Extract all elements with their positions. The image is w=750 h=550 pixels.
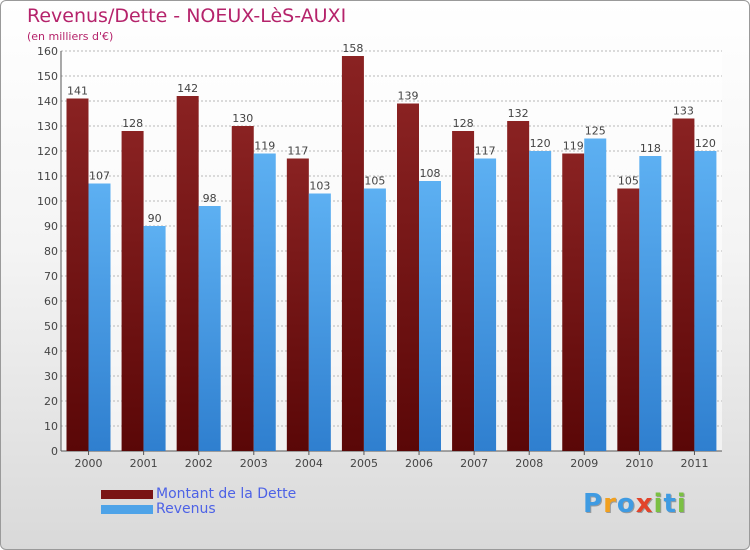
bar-dette [562,153,585,451]
bar-revenus [253,153,276,451]
data-label-revenus: 107 [89,170,110,183]
data-label-dette: 128 [453,117,474,130]
logo-letter: x [635,489,654,519]
legend-label-revenus: Revenus [156,501,216,517]
x-tick-label: 2004 [295,457,323,470]
legend-item-dette: Montant de la Dette [101,487,296,502]
x-tick-label: 2011 [680,457,708,470]
logo-letter: P [583,489,604,519]
data-label-revenus: 90 [148,212,162,225]
data-label-revenus: 120 [695,137,716,150]
y-tick-label: 120 [37,145,58,158]
y-tick-label: 30 [44,370,58,383]
bar-dette [452,131,475,451]
plot-area [61,51,722,451]
bar-dette [341,56,364,451]
bar-revenus [694,151,717,451]
x-tick-label: 2003 [240,457,268,470]
data-label-dette: 139 [398,90,419,103]
x-tick-label: 2009 [570,457,598,470]
data-label-dette: 133 [673,105,694,118]
legend-swatch-revenus [101,505,153,514]
chart-subtitle: (en milliers d'€) [27,30,114,43]
x-tick-label: 2001 [130,457,158,470]
logo-letter: t [663,489,677,519]
data-label-revenus: 98 [203,192,217,205]
y-tick-label: 70 [44,270,58,283]
logo-letter: o [616,489,636,519]
bar-revenus [88,183,111,451]
legend-label-dette: Montant de la Dette [156,486,297,502]
y-tick-label: 160 [37,45,58,58]
bar-revenus [143,226,166,451]
x-tick-label: 2006 [405,457,433,470]
bar-dette [66,98,89,451]
bar-dette [617,188,640,451]
bar-dette [672,118,695,451]
bar-revenus [639,156,662,451]
data-label-revenus: 108 [420,167,441,180]
bar-revenus [584,138,607,451]
bar-dette [507,121,530,451]
data-label-dette: 158 [342,42,363,55]
y-tick-label: 130 [37,120,58,133]
proxiti-logo: Proxiti [583,489,687,519]
bar-revenus [308,193,331,451]
bar-dette [176,96,199,451]
y-tick-label: 140 [37,95,58,108]
x-tick-label: 2002 [185,457,213,470]
legend: Montant de la Dette Revenus [101,487,296,517]
data-label-dette: 130 [232,112,253,125]
bar-revenus [474,158,497,451]
data-label-dette: 105 [618,175,639,188]
legend-swatch-dette [101,490,153,499]
data-label-dette: 141 [67,85,88,98]
y-tick-label: 150 [37,70,58,83]
y-tick-label: 0 [51,445,58,458]
data-label-revenus: 125 [585,125,606,138]
y-tick-label: 100 [37,195,58,208]
bar-dette [121,131,144,451]
data-label-revenus: 119 [254,140,275,153]
data-label-dette: 117 [287,145,308,158]
bar-dette [286,158,309,451]
bar-dette [397,103,419,451]
x-tick-label: 2008 [515,457,543,470]
bar-revenus [198,206,221,451]
data-label-revenus: 103 [309,180,330,193]
x-tick-label: 2000 [75,457,103,470]
y-tick-label: 110 [37,170,58,183]
data-label-dette: 142 [177,82,198,95]
bar-revenus [363,188,386,451]
bar-dette [231,126,254,451]
data-label-revenus: 105 [364,175,385,188]
y-tick-label: 60 [44,295,58,308]
x-tick-label: 2010 [625,457,653,470]
y-tick-label: 90 [44,220,58,233]
data-label-dette: 132 [508,107,529,120]
legend-item-revenus: Revenus [101,502,296,517]
data-label-revenus: 117 [475,145,496,158]
chart-title: Revenus/Dette - NOEUX-LèS-AUXI [27,5,347,27]
bar-revenus [529,151,552,451]
y-tick-label: 10 [44,420,58,433]
bar-revenus [419,181,441,451]
data-label-dette: 119 [563,140,584,153]
logo-letter: r [603,489,617,519]
logo-letter: i [676,489,687,519]
data-label-revenus: 118 [640,142,661,155]
logo-letter: i [653,489,664,519]
x-tick-label: 2005 [350,457,378,470]
y-tick-label: 50 [44,320,58,333]
y-tick-label: 40 [44,345,58,358]
data-label-revenus: 120 [530,137,551,150]
data-label-dette: 128 [122,117,143,130]
y-tick-label: 20 [44,395,58,408]
y-tick-label: 80 [44,245,58,258]
x-tick-label: 2007 [460,457,488,470]
